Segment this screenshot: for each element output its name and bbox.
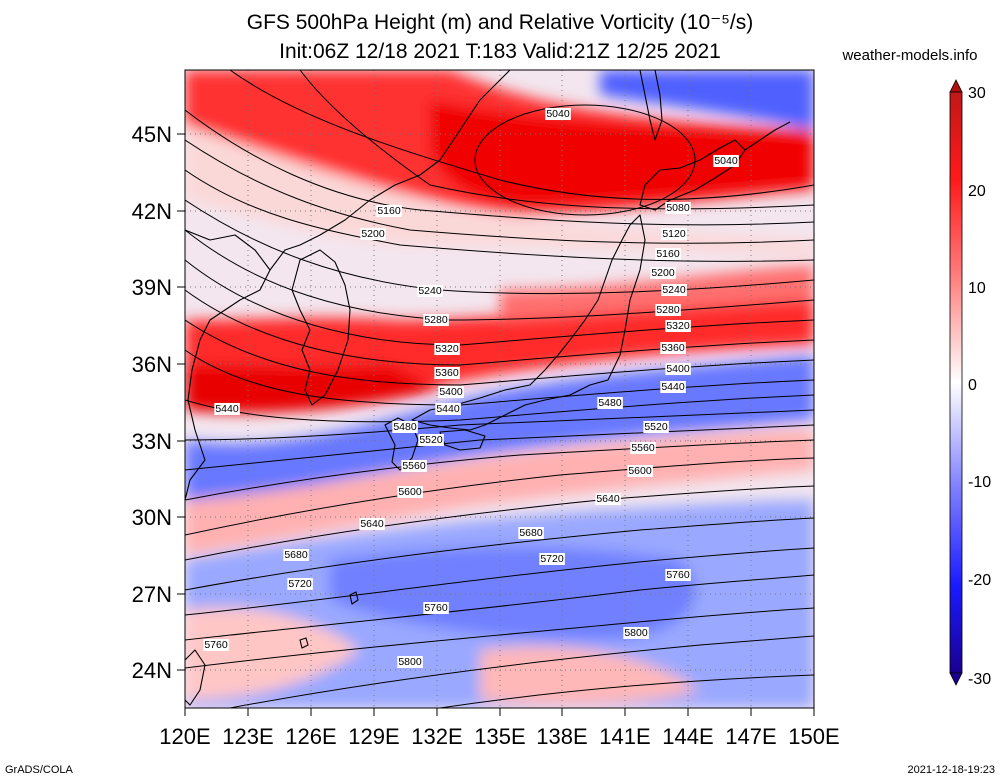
colorbar-tick-label: -10: [968, 474, 991, 491]
contour-label: 5440: [436, 403, 460, 415]
colorbar-scale: [949, 91, 963, 674]
contour-label: 5120: [662, 228, 686, 240]
lon-tick-label: 147E: [725, 724, 776, 749]
colorbar-min-arrow: [949, 672, 963, 686]
contour-label: 5520: [419, 434, 443, 446]
contour-label: 5080: [666, 202, 690, 214]
contour-label: 5280: [656, 304, 680, 316]
contour-label: 5800: [624, 627, 648, 639]
colorbar-tick-label: 10: [968, 280, 986, 297]
contour-label: 5320: [435, 343, 459, 355]
contour-label: 5760: [424, 602, 448, 614]
lon-tick-label: 126E: [285, 724, 336, 749]
longitude-axis: 120E 123E 126E 129E 132E 135E 138E 141E …: [159, 708, 840, 749]
contour-5040-closed: [474, 104, 696, 216]
contour-label: 5600: [398, 486, 422, 498]
site-label: weather-models.info: [841, 47, 977, 64]
lat-tick-label: 27N: [132, 582, 172, 607]
contour-label: 5760: [666, 569, 690, 581]
contour-label: 5480: [598, 397, 622, 409]
contour-label: 5560: [631, 442, 655, 454]
contour-label: 5440: [661, 381, 685, 393]
colorbar-tick-label: 0: [968, 377, 977, 394]
lat-tick-label: 42N: [132, 199, 172, 224]
contour-label: 5240: [418, 285, 442, 297]
lon-tick-label: 135E: [474, 724, 525, 749]
contour-label: 5400: [439, 386, 463, 398]
contour-label: 5040: [546, 108, 570, 120]
contour-label: 5320: [666, 320, 690, 332]
colorbar-tick-label: -20: [968, 572, 991, 589]
colorbar-tick-label: 20: [968, 183, 986, 200]
contour-label: 5600: [628, 465, 652, 477]
contour-label: 5200: [651, 267, 675, 279]
contour-label: 5640: [596, 493, 620, 505]
lon-tick-label: 132E: [411, 724, 462, 749]
lat-tick-label: 45N: [132, 122, 172, 147]
contour-label: 5160: [656, 248, 680, 260]
lon-tick-label: 129E: [348, 724, 399, 749]
footer-left: GrADS/COLA: [5, 764, 74, 776]
contour-label: 5560: [402, 460, 426, 472]
lon-tick-label: 141E: [599, 724, 650, 749]
map-title: GFS 500hPa Height (m) and Relative Vorti…: [247, 11, 754, 34]
contour-label: 5440: [215, 403, 239, 415]
contour-labels: 5040 5040 5080 5120 5160 5160 5200 5200 …: [203, 108, 739, 668]
lon-tick-label: 144E: [662, 724, 713, 749]
colorbar: 30 20 10 0 -10 -20 -30: [949, 79, 991, 688]
contour-label: 5680: [284, 549, 308, 561]
colorbar-tick-label: 30: [968, 85, 986, 102]
map-subtitle: Init:06Z 12/18 2021 T:183 Valid:21Z 12/2…: [279, 40, 721, 63]
contour-label: 5800: [398, 656, 422, 668]
colorbar-tick-label: -30: [968, 671, 991, 688]
contour-label: 5720: [288, 578, 312, 590]
contour-label: 5480: [393, 421, 417, 433]
lat-tick-label: 36N: [132, 352, 172, 377]
lat-tick-label: 39N: [132, 275, 172, 300]
contour-label: 5160: [377, 205, 401, 217]
contour-label: 5280: [424, 314, 448, 326]
lat-tick-label: 30N: [132, 505, 172, 530]
contour-label: 5520: [644, 421, 668, 433]
map-panel: 5040 5040 5080 5120 5160 5160 5200 5200 …: [185, 70, 814, 708]
contour-label: 5200: [361, 228, 385, 240]
lat-tick-label: 24N: [132, 658, 172, 683]
contour-label: 5040: [714, 155, 738, 167]
contour-label: 5680: [519, 527, 543, 539]
contour-label: 5720: [540, 553, 564, 565]
height-contours: [185, 70, 814, 708]
contour-label: 5400: [666, 363, 690, 375]
lon-tick-label: 123E: [222, 724, 273, 749]
contour-label: 5760: [204, 639, 228, 651]
contour-label: 5240: [662, 284, 686, 296]
vorticity-field: [185, 70, 814, 708]
colorbar-max-arrow: [949, 79, 963, 93]
latitude-axis: 24N 27N 30N 33N 36N 39N 42N 45N: [132, 122, 185, 683]
lon-tick-label: 150E: [788, 724, 839, 749]
contour-label: 5360: [661, 342, 685, 354]
footer-right: 2021-12-18-19:23: [908, 764, 995, 776]
lon-tick-label: 138E: [536, 724, 587, 749]
lon-tick-label: 120E: [159, 724, 210, 749]
lat-tick-label: 33N: [132, 429, 172, 454]
contour-label: 5640: [360, 518, 384, 530]
coastlines: [185, 70, 791, 706]
contour-label: 5360: [435, 367, 459, 379]
